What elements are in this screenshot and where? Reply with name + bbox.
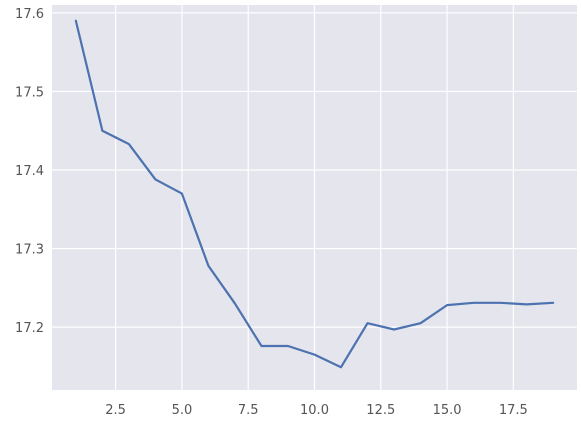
data-point [100, 129, 104, 133]
y-tick-label: 17.2 [15, 321, 44, 336]
data-point [74, 19, 78, 23]
data-point [180, 192, 184, 196]
data-point [498, 301, 502, 305]
data-point [206, 264, 210, 268]
x-tick-label: 10.0 [300, 403, 329, 418]
data-point [153, 177, 157, 181]
data-point [233, 302, 237, 306]
x-tick-label: 17.5 [499, 403, 528, 418]
data-point [286, 344, 290, 348]
data-point [472, 301, 476, 305]
data-point [392, 328, 396, 332]
series-line [74, 19, 555, 369]
data-point [259, 344, 263, 348]
y-axis-ticks: 17.2 17.3 17.4 17.5 17.6 [15, 7, 44, 336]
data-point [525, 302, 529, 306]
x-tick-label: 12.5 [366, 403, 395, 418]
data-point [551, 301, 555, 305]
y-tick-label: 17.4 [15, 164, 44, 179]
x-tick-label: 15.0 [433, 403, 462, 418]
x-tick-label: 2.5 [105, 403, 126, 418]
data-point [313, 353, 317, 357]
x-axis-ticks: 2.5 5.0 7.5 10.0 12.5 15.0 17.5 [105, 403, 528, 418]
x-tick-label: 7.5 [238, 403, 259, 418]
data-point [419, 321, 423, 325]
grid-lines [52, 5, 577, 390]
data-point [127, 142, 131, 146]
y-tick-label: 17.3 [15, 243, 44, 258]
y-tick-label: 17.6 [15, 7, 44, 22]
series-layer [74, 19, 555, 369]
data-point [366, 321, 370, 325]
data-point [445, 303, 449, 307]
data-point [339, 365, 343, 369]
x-tick-label: 5.0 [172, 403, 193, 418]
y-tick-label: 17.5 [15, 85, 44, 100]
